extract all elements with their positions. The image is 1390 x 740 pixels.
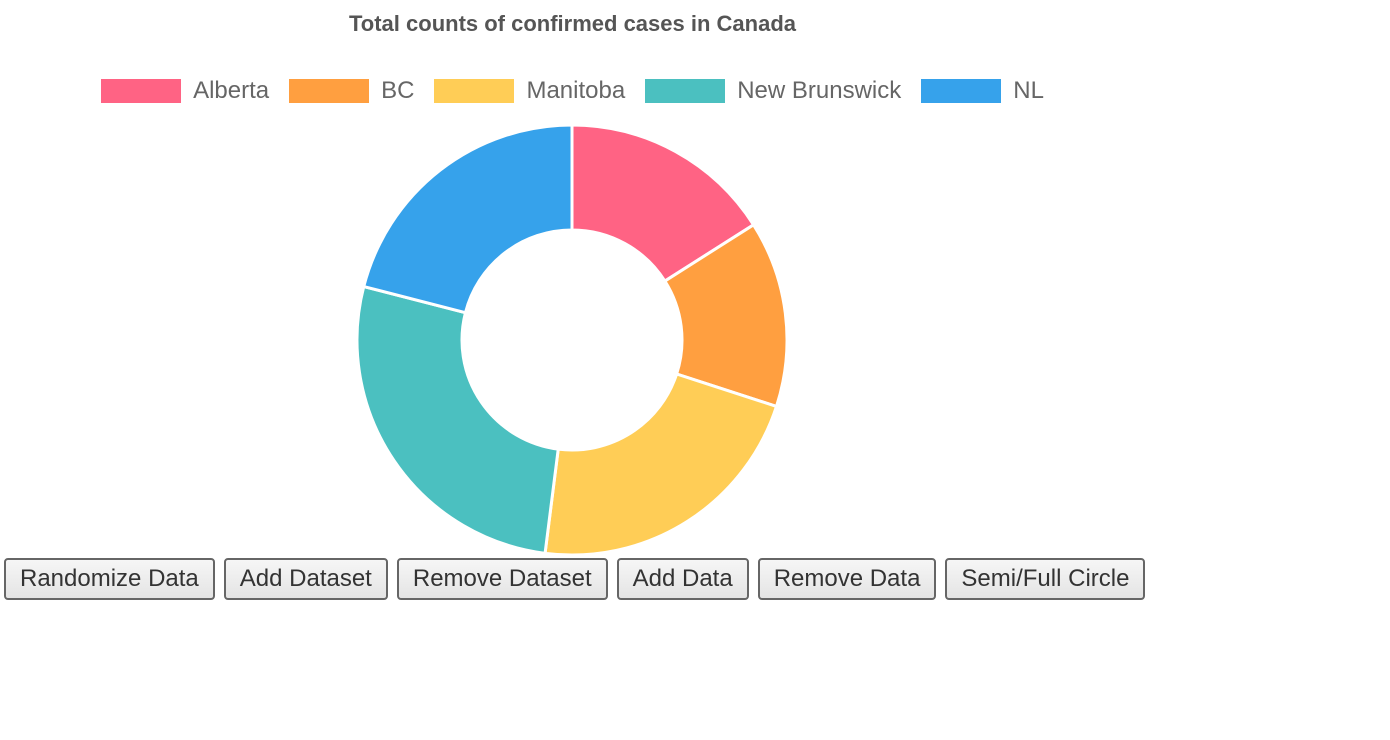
legend-swatch — [289, 79, 370, 103]
randomize-data-button[interactable]: Randomize Data — [4, 558, 215, 600]
chart-title: Total counts of confirmed cases in Canad… — [348, 11, 796, 36]
donut-chart — [355, 123, 789, 556]
remove-dataset-button[interactable]: Remove Dataset — [396, 558, 608, 600]
legend-swatch — [921, 79, 1002, 103]
legend-label: NL — [1013, 77, 1044, 104]
legend-item-alberta[interactable]: Alberta — [101, 76, 269, 106]
add-data-button[interactable]: Add Data — [616, 558, 749, 600]
legend-item-bc[interactable]: BC — [289, 76, 414, 106]
legend-swatch — [101, 79, 182, 103]
legend-item-new-brunswick[interactable]: New Brunswick — [645, 76, 901, 106]
add-dataset-button[interactable]: Add Dataset — [223, 558, 388, 600]
chart-container: Total counts of confirmed cases in Canad… — [0, 11, 1145, 556]
legend-swatch — [645, 79, 726, 103]
legend-label: BC — [381, 77, 415, 104]
semi-full-circle-button[interactable]: Semi/Full Circle — [945, 558, 1146, 600]
legend-label: Alberta — [193, 77, 270, 104]
legend-label: Manitoba — [526, 77, 626, 104]
slice-new-brunswick[interactable] — [355, 284, 560, 555]
slice-alberta[interactable] — [570, 123, 756, 284]
legend-label: New Brunswick — [737, 77, 902, 104]
slice-nl[interactable] — [361, 123, 574, 315]
legend-item-nl[interactable]: NL — [921, 76, 1044, 106]
legend-swatch — [434, 79, 515, 103]
chart-legend: Alberta BC Manitoba New Brunswick NL — [0, 74, 1145, 108]
legend-item-manitoba[interactable]: Manitoba — [434, 76, 625, 106]
chart-controls: Randomize Data Add Dataset Remove Datase… — [4, 558, 1146, 600]
slice-manitoba[interactable] — [543, 372, 779, 556]
remove-data-button[interactable]: Remove Data — [757, 558, 937, 600]
